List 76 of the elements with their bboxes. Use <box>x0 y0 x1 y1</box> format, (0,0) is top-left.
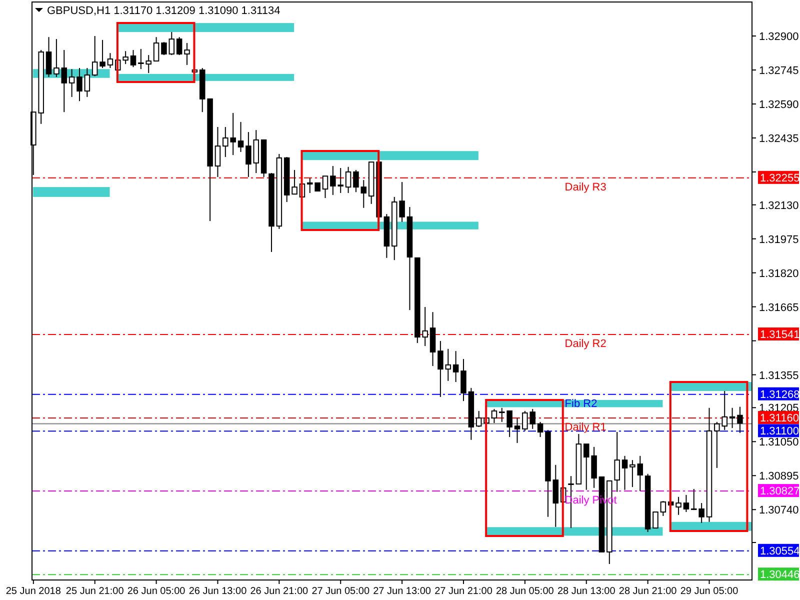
candlestick <box>92 35 98 77</box>
candlestick <box>452 350 459 382</box>
candlestick <box>238 121 244 152</box>
candlestick <box>353 169 359 193</box>
x-tick-label: 26 Jun 13:00 <box>188 586 248 597</box>
candlestick <box>676 496 682 516</box>
candlestick <box>360 180 367 208</box>
candlestick <box>683 494 690 513</box>
candlestick <box>214 126 221 178</box>
ref-line-label: 1.31160 <box>760 412 799 425</box>
y-tick-label: 1.30740 <box>759 504 799 517</box>
candlestick <box>652 512 658 529</box>
candlestick <box>491 408 498 424</box>
candlestick <box>622 455 628 490</box>
ref-line-label: 1.31268 <box>760 388 800 401</box>
y-tick-label: 1.32435 <box>759 132 799 145</box>
x-tick-label: 29 Jun 05:00 <box>680 586 739 597</box>
ref-line-label: 1.31541 <box>760 328 800 341</box>
x-tick-label: 26 Jun 05:00 <box>127 586 186 597</box>
y-tick-label: 1.32900 <box>759 30 799 43</box>
candlestick <box>552 464 559 528</box>
candlestick <box>76 68 82 102</box>
candlestick <box>583 444 590 490</box>
ref-line-label: 1.31100 <box>760 426 799 438</box>
candlestick <box>737 406 743 434</box>
y-tick-label: 1.31050 <box>759 436 799 449</box>
candlestick <box>100 39 106 68</box>
candlestick <box>476 410 482 428</box>
y-tick-label: 1.32130 <box>759 200 799 212</box>
x-tick-label: 27 Jun 13:00 <box>373 586 432 597</box>
x-tick-label: 27 Jun 21:00 <box>434 586 493 597</box>
y-tick-label: 1.31820 <box>759 268 799 280</box>
y-tick-label: 1.32745 <box>759 64 799 77</box>
candlestick <box>130 50 136 68</box>
candlestick <box>322 176 328 199</box>
candlestick <box>84 68 90 98</box>
y-tick-label: 1.31975 <box>759 234 799 246</box>
candlestick <box>591 446 597 488</box>
candlestick <box>184 42 190 66</box>
x-tick-label: 25 Jun 21:00 <box>66 586 124 597</box>
annotation: Fib R2 <box>564 398 598 410</box>
ref-line-label: 1.32255 <box>760 172 800 184</box>
candlestick <box>153 36 160 62</box>
candlestick <box>345 166 352 194</box>
candlestick <box>46 36 52 78</box>
x-tick-label: 27 Jun 05:00 <box>312 586 370 597</box>
candlestick <box>68 68 75 98</box>
x-tick-label: 28 Jun 13:00 <box>557 586 616 597</box>
y-tick-label: 1.32590 <box>759 98 799 111</box>
candlestick <box>514 417 520 444</box>
x-tick-label: 26 Jun 21:00 <box>250 586 309 597</box>
candlestick <box>292 169 298 195</box>
ref-line-label: 1.30554 <box>760 545 800 558</box>
candlestick <box>399 182 405 222</box>
y-tick-label: 1.31665 <box>759 302 799 314</box>
annotation: Daily R2 <box>564 338 606 350</box>
candlestick <box>168 32 175 56</box>
x-tick-label: 25 Jun 2018 <box>6 586 62 597</box>
ref-line-label: 1.30827 <box>760 486 800 498</box>
candlestick <box>729 407 736 429</box>
ref-line-label: 1.30446 <box>760 569 800 582</box>
candlestick <box>614 431 620 492</box>
chart-title: GBPUSD,H1 1.31170 1.31209 1.31090 1.31134 <box>47 5 280 17</box>
x-tick-label: 28 Jun 05:00 <box>496 586 554 597</box>
annotation: Daily R1 <box>564 422 606 434</box>
annotation: Daily R3 <box>564 181 606 194</box>
candlestick <box>660 500 666 516</box>
x-tick-label: 28 Jun 21:00 <box>618 586 678 597</box>
y-tick-label: 1.31355 <box>759 370 799 382</box>
candlestick <box>430 312 436 366</box>
candlestick <box>537 421 544 438</box>
candlestick <box>460 358 466 402</box>
candlestick <box>176 36 182 56</box>
candlestick <box>107 52 114 68</box>
candlestick <box>161 42 167 56</box>
y-tick-label: 1.30895 <box>759 470 799 483</box>
